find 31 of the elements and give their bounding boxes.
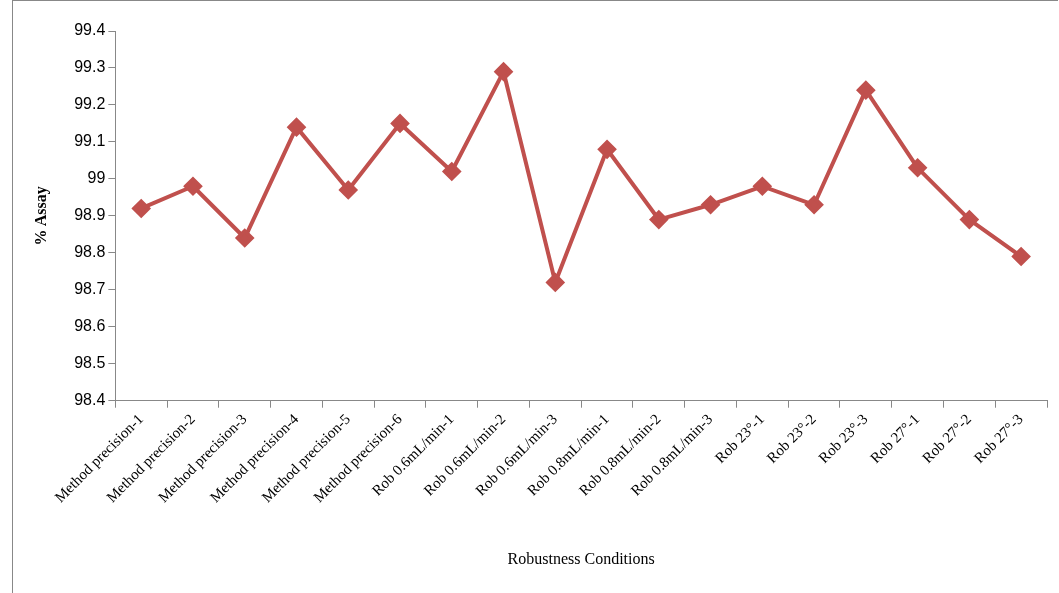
y-tick-label: 98.9 [74, 206, 106, 224]
y-tick-label: 99.1 [74, 132, 106, 150]
y-axis-title: % Assay [31, 186, 50, 246]
y-tick-label: 98.7 [74, 280, 106, 298]
point [287, 118, 306, 137]
point [339, 180, 358, 199]
point [908, 158, 927, 177]
y-tick-label: 98.8 [74, 243, 106, 261]
point [701, 195, 720, 214]
y-tick-label: 98.6 [74, 317, 106, 335]
x-axis-title: Robustness Conditions [507, 549, 655, 567]
point [856, 81, 875, 100]
point [132, 199, 151, 218]
point [649, 210, 668, 229]
point [494, 62, 513, 81]
point [391, 114, 410, 133]
y-tick-label: 98.4 [74, 391, 106, 409]
y-tick-label: 99.2 [74, 95, 106, 113]
y-tick-label: 99.4 [74, 21, 106, 39]
point [1012, 247, 1031, 266]
point [546, 273, 565, 292]
point [960, 210, 979, 229]
y-tick-label: 99 [87, 169, 106, 187]
point [442, 162, 461, 181]
point [235, 229, 254, 248]
point [753, 177, 772, 196]
y-tick-label: 98.5 [74, 354, 106, 372]
y-tick-label: 99.3 [74, 58, 106, 76]
point [805, 195, 824, 214]
point [598, 140, 617, 159]
point [183, 177, 202, 196]
